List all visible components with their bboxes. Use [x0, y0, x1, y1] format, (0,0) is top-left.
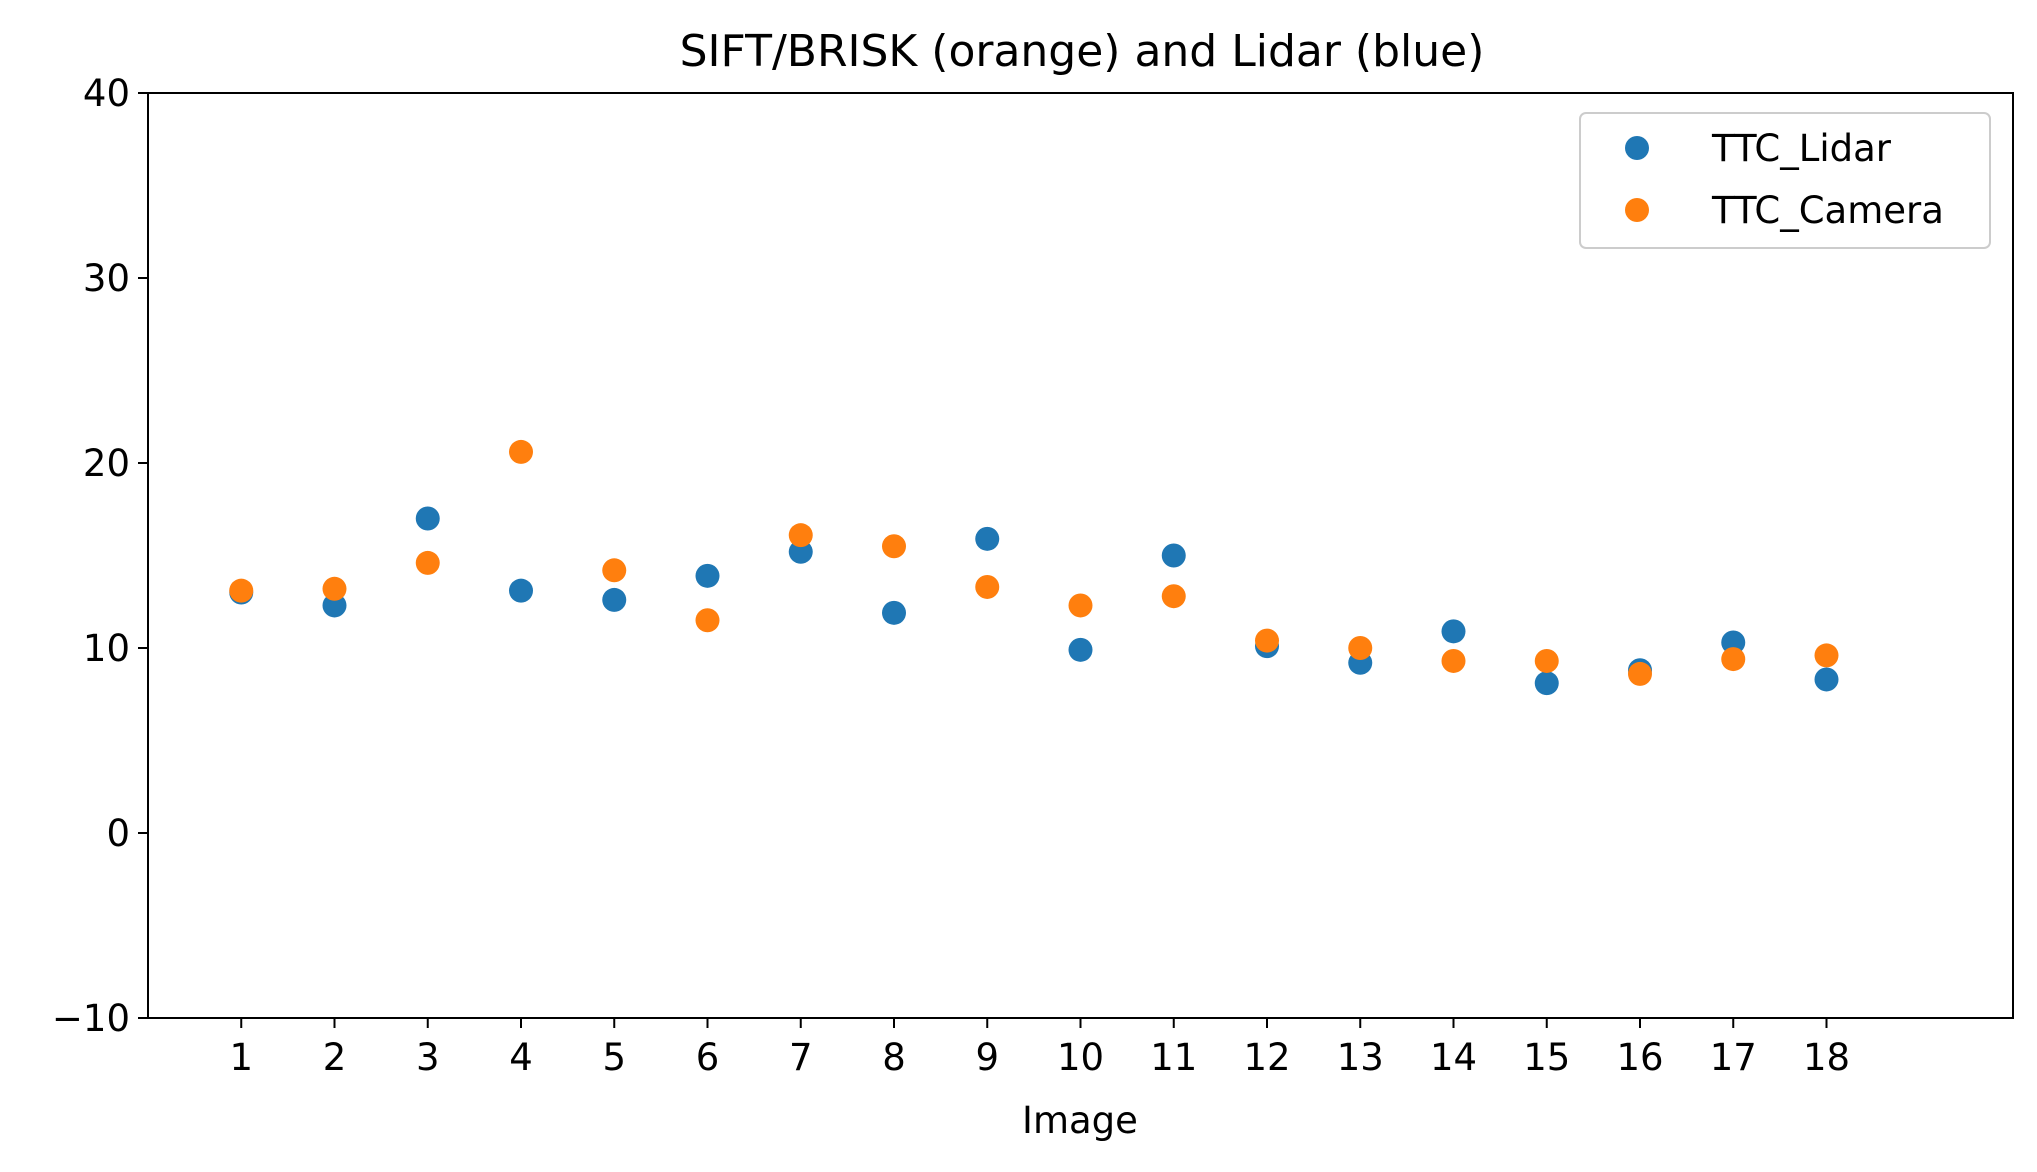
data-point-ttc-camera — [322, 576, 347, 601]
x-tick-label: 14 — [1430, 1036, 1477, 1079]
data-point-ttc-lidar — [975, 526, 1000, 551]
x-tick-label: 13 — [1337, 1036, 1384, 1079]
data-point-ttc-lidar — [695, 563, 720, 588]
x-tick-label: 17 — [1710, 1036, 1757, 1079]
data-point-ttc-lidar — [788, 539, 813, 564]
x-tick-label: 16 — [1616, 1036, 1663, 1079]
x-tick-label: 6 — [696, 1036, 720, 1079]
legend-marker-ttc-camera — [1625, 198, 1649, 222]
y-tick-label: 20 — [83, 442, 130, 485]
plot-area — [229, 439, 1839, 696]
data-point-ttc-lidar — [1814, 667, 1839, 692]
x-tick-label: 3 — [416, 1036, 440, 1079]
data-point-ttc-lidar — [415, 506, 440, 531]
x-tick-label: 15 — [1523, 1036, 1570, 1079]
data-point-ttc-camera — [1068, 593, 1093, 618]
data-point-ttc-camera — [1348, 636, 1373, 660]
data-point-ttc-lidar — [1721, 630, 1746, 655]
y-tick-label: 40 — [83, 72, 130, 115]
y-axis: −10 0 10 20 30 40 — [52, 72, 148, 1040]
data-point-ttc-camera — [1721, 647, 1746, 672]
legend-label-ttc-lidar: TTC_Lidar — [1711, 127, 1892, 170]
y-tick-label: 30 — [83, 257, 130, 300]
x-tick-label: 1 — [229, 1036, 253, 1079]
x-axis-label: Image — [1022, 1099, 1138, 1142]
data-point-ttc-lidar — [602, 587, 627, 612]
data-point-ttc-camera — [415, 550, 440, 575]
data-point-ttc-camera — [1534, 648, 1559, 673]
legend-marker-ttc-lidar — [1625, 136, 1649, 160]
y-tick-label: −10 — [52, 997, 130, 1040]
chart-title: SIFT/BRISK (orange) and Lidar (blue) — [680, 26, 1485, 77]
data-point-ttc-camera — [882, 534, 906, 559]
data-point-ttc-camera — [1628, 661, 1652, 686]
legend-label-ttc-camera: TTC_Camera — [1711, 189, 1944, 232]
x-tick-label: 12 — [1243, 1036, 1290, 1079]
x-tick-label: 7 — [789, 1036, 813, 1079]
y-tick-label: 0 — [106, 812, 130, 855]
x-tick-label: 5 — [602, 1036, 626, 1079]
data-point-ttc-camera — [1161, 584, 1186, 609]
data-point-ttc-lidar — [1068, 637, 1093, 662]
data-point-ttc-camera — [695, 608, 720, 633]
x-tick-label: 4 — [509, 1036, 533, 1079]
data-point-ttc-camera — [975, 574, 1000, 599]
x-tick-label: 11 — [1150, 1036, 1197, 1079]
series-ttc-camera — [229, 439, 1839, 686]
data-point-ttc-camera — [1441, 648, 1466, 673]
data-point-ttc-camera — [1814, 643, 1839, 668]
data-point-ttc-camera — [1255, 628, 1279, 653]
data-point-ttc-lidar — [322, 593, 347, 618]
data-point-ttc-lidar — [1161, 543, 1186, 568]
data-point-ttc-camera — [509, 439, 533, 464]
x-tick-label: 8 — [882, 1036, 906, 1079]
x-axis: 1 2 3 4 5 6 7 8 9 10 11 12 13 14 15 16 17 18 — [229, 1018, 1850, 1079]
legend: TTC_Lidar TTC_Camera — [1579, 112, 1991, 249]
data-point-ttc-camera — [788, 523, 813, 548]
data-point-ttc-lidar — [1534, 671, 1559, 696]
data-point-ttc-lidar — [1441, 619, 1466, 644]
x-tick-label: 10 — [1057, 1036, 1104, 1079]
data-point-ttc-lidar — [882, 600, 906, 625]
x-tick-label: 2 — [323, 1036, 347, 1079]
legend-frame — [1579, 112, 1991, 249]
x-tick-label: 18 — [1803, 1036, 1850, 1079]
data-point-ttc-camera — [229, 578, 254, 603]
y-tick-label: 10 — [83, 627, 130, 670]
data-point-ttc-camera — [602, 558, 627, 583]
data-point-ttc-lidar — [509, 578, 533, 603]
x-tick-label: 9 — [975, 1036, 999, 1079]
